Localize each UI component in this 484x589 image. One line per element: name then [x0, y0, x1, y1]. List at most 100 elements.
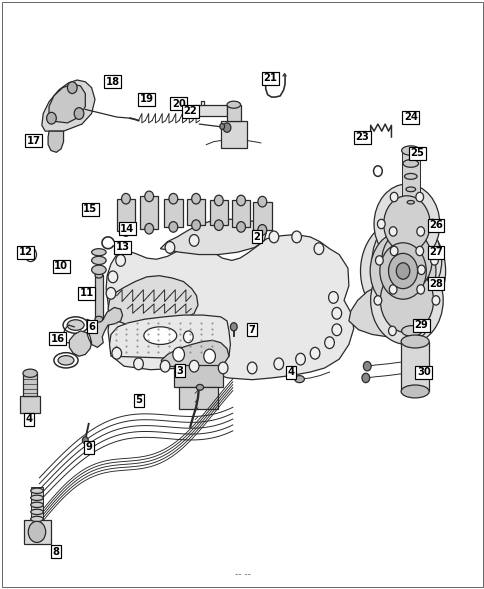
Text: 22: 22	[183, 106, 197, 116]
Bar	[178, 387, 218, 409]
Text: 6: 6	[88, 322, 95, 332]
Circle shape	[324, 337, 333, 349]
Circle shape	[203, 349, 215, 363]
Ellipse shape	[401, 326, 421, 336]
Circle shape	[331, 307, 341, 319]
Polygon shape	[160, 219, 266, 254]
Ellipse shape	[214, 220, 223, 230]
Circle shape	[230, 323, 237, 331]
Ellipse shape	[144, 191, 153, 201]
Text: 8: 8	[53, 547, 60, 557]
Text: 9: 9	[85, 442, 92, 452]
Circle shape	[82, 436, 88, 444]
Circle shape	[269, 231, 278, 243]
Text: 10: 10	[54, 262, 68, 272]
Ellipse shape	[404, 354, 418, 360]
Ellipse shape	[214, 195, 223, 206]
Text: 24: 24	[403, 112, 417, 122]
Bar	[140, 196, 158, 229]
Circle shape	[116, 254, 125, 266]
Circle shape	[218, 362, 227, 374]
Ellipse shape	[58, 356, 74, 365]
Ellipse shape	[30, 488, 43, 494]
Circle shape	[373, 296, 381, 305]
Ellipse shape	[227, 101, 240, 108]
Circle shape	[390, 246, 397, 256]
Polygon shape	[48, 131, 63, 153]
Circle shape	[379, 243, 425, 299]
Circle shape	[416, 227, 424, 236]
Ellipse shape	[405, 187, 415, 191]
Text: 25: 25	[410, 148, 424, 158]
Ellipse shape	[400, 385, 428, 398]
Ellipse shape	[67, 320, 84, 330]
Bar	[164, 198, 182, 227]
Circle shape	[360, 219, 445, 323]
Ellipse shape	[144, 223, 153, 234]
Ellipse shape	[121, 226, 130, 236]
Circle shape	[328, 292, 337, 303]
Text: 4: 4	[25, 414, 32, 424]
Circle shape	[46, 112, 56, 124]
Circle shape	[395, 263, 409, 279]
Circle shape	[134, 358, 143, 370]
Ellipse shape	[294, 376, 304, 383]
Circle shape	[375, 256, 382, 265]
Polygon shape	[106, 234, 353, 380]
Ellipse shape	[257, 196, 266, 207]
Bar	[220, 121, 247, 148]
Circle shape	[416, 284, 424, 294]
Ellipse shape	[191, 220, 200, 230]
Polygon shape	[108, 276, 197, 325]
Circle shape	[165, 241, 174, 253]
Ellipse shape	[401, 146, 419, 155]
Circle shape	[369, 231, 435, 311]
Bar	[253, 201, 271, 230]
Circle shape	[273, 358, 283, 370]
Circle shape	[310, 348, 319, 359]
Bar	[95, 275, 103, 319]
Circle shape	[219, 124, 224, 130]
Ellipse shape	[144, 327, 176, 345]
Ellipse shape	[91, 249, 106, 256]
Circle shape	[428, 219, 436, 229]
Circle shape	[381, 230, 431, 291]
Text: 17: 17	[27, 135, 41, 145]
Ellipse shape	[30, 517, 43, 522]
Ellipse shape	[196, 385, 203, 391]
Ellipse shape	[407, 200, 413, 204]
Ellipse shape	[168, 221, 178, 232]
Circle shape	[388, 265, 395, 274]
Text: 16: 16	[51, 333, 65, 343]
Bar	[20, 396, 40, 413]
Circle shape	[379, 268, 433, 333]
Circle shape	[189, 234, 198, 246]
Ellipse shape	[30, 495, 43, 501]
Circle shape	[370, 256, 442, 345]
Text: 7: 7	[248, 325, 255, 335]
Text: -- --: -- --	[234, 571, 250, 580]
Circle shape	[331, 324, 341, 336]
Ellipse shape	[404, 173, 416, 179]
Ellipse shape	[30, 502, 43, 508]
Circle shape	[67, 82, 77, 94]
Circle shape	[417, 265, 424, 274]
Bar	[209, 200, 227, 225]
Bar	[400, 342, 428, 392]
Circle shape	[431, 296, 439, 305]
Bar	[186, 198, 205, 225]
Circle shape	[388, 326, 395, 336]
Text: 14: 14	[120, 224, 134, 234]
Ellipse shape	[23, 369, 37, 378]
Circle shape	[361, 373, 369, 383]
Text: 30: 30	[416, 367, 430, 377]
Text: 13: 13	[115, 243, 129, 253]
Circle shape	[172, 348, 184, 362]
Circle shape	[373, 184, 439, 264]
Circle shape	[74, 108, 84, 120]
Circle shape	[183, 331, 193, 343]
Ellipse shape	[236, 195, 245, 206]
Ellipse shape	[400, 335, 428, 348]
Text: 29: 29	[414, 320, 427, 330]
Bar	[401, 151, 419, 206]
